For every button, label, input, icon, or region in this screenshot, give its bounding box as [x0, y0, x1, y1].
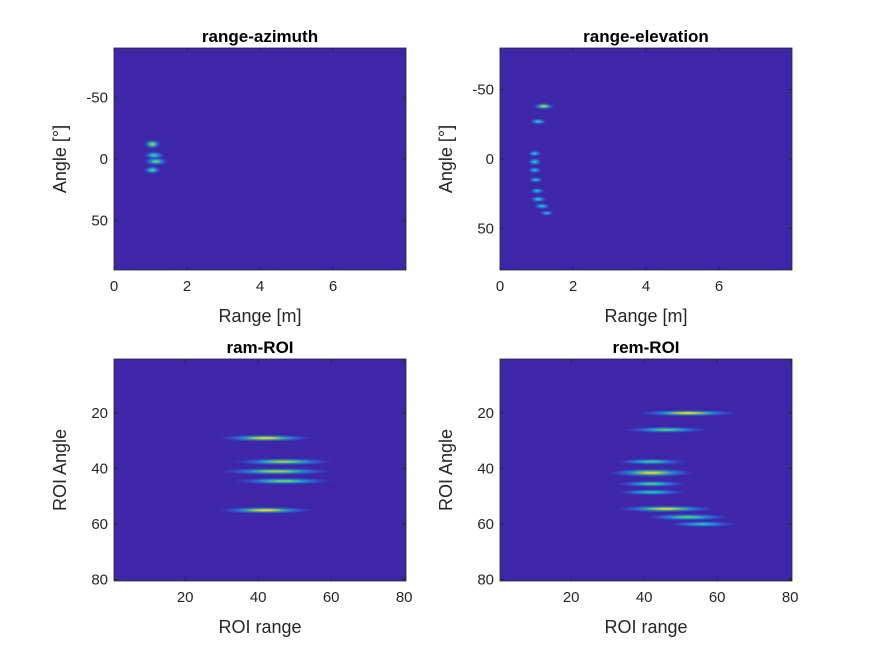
x-tick-label: 60: [323, 589, 340, 606]
heatmap-blob: [532, 102, 555, 110]
y-axis-label: ROI Angle: [50, 429, 70, 511]
plot-area: [500, 48, 792, 270]
chart-title: ram-ROI: [226, 338, 293, 357]
heatmap-blob: [607, 468, 696, 478]
heatmap-blobs: [607, 409, 740, 528]
heatmap-blob: [636, 409, 740, 417]
heatmap-blob: [622, 426, 710, 434]
panel-rem-roi: 20 40 60 80 20 40 60 80 rem-ROI ROI range ROI A…: [436, 338, 799, 637]
x-tick-label: 80: [396, 589, 413, 606]
heatmap-blob: [143, 139, 162, 150]
heatmap-blob: [218, 467, 335, 475]
panel-range-azimuth: 0 2 4 6 -50 0 50 range-azimuth Range [m] Angle…: [50, 27, 407, 326]
y-tick-label: 50: [91, 213, 108, 230]
heatmap-blobs: [218, 434, 335, 514]
heatmap-blob: [614, 480, 688, 488]
axes-box: [113, 358, 407, 582]
y-axis-label: ROI Angle: [436, 429, 456, 511]
heatmap-blob: [527, 166, 542, 174]
heatmap-blob: [527, 157, 542, 166]
x-tick-label: 60: [709, 589, 726, 606]
x-axis-label: ROI range: [218, 617, 301, 637]
x-tick-label: 6: [715, 278, 723, 295]
heatmap-blob: [218, 434, 313, 442]
chart-title: range-elevation: [583, 27, 709, 46]
heatmap-blob: [614, 488, 688, 496]
x-tick-label: 40: [250, 589, 267, 606]
y-tick-label: 80: [91, 572, 108, 589]
chart-title: range-azimuth: [202, 27, 318, 46]
heatmap-blob: [527, 176, 544, 184]
x-tick-label: 4: [256, 278, 264, 295]
y-tick-label: 0: [100, 151, 108, 168]
heatmap-blobs: [527, 102, 555, 217]
tick-marks: 0 2 4 6 -50 0 50: [86, 48, 406, 295]
x-axis-label: Range [m]: [218, 306, 301, 326]
x-tick-label: 80: [782, 589, 799, 606]
heatmap-blob: [538, 210, 555, 217]
x-tick-label: 2: [183, 278, 191, 295]
x-tick-label: 0: [110, 278, 118, 295]
chart-title: rem-ROI: [612, 338, 679, 357]
y-tick-label: 60: [477, 516, 494, 533]
y-tick-label: 20: [91, 405, 108, 422]
x-tick-label: 40: [636, 589, 653, 606]
tick-marks: 20 40 60 80 20 40 60 80: [477, 359, 799, 606]
y-tick-label: 80: [477, 572, 494, 589]
heatmap-blob: [532, 202, 552, 210]
y-tick-label: 20: [477, 405, 494, 422]
y-tick-label: 40: [91, 461, 108, 478]
heatmap-blobs: [143, 139, 169, 175]
heatmap-blob: [232, 458, 335, 466]
x-axis-label: Range [m]: [604, 306, 687, 326]
x-tick-label: 6: [329, 278, 337, 295]
y-tick-label: 50: [477, 220, 494, 237]
x-tick-label: 20: [563, 589, 580, 606]
axes-box: [499, 47, 793, 271]
x-axis-label: ROI range: [604, 617, 687, 637]
x-tick-label: 4: [642, 278, 650, 295]
x-tick-label: 2: [569, 278, 577, 295]
y-tick-label: -50: [472, 82, 494, 99]
panel-range-elevation: 0 2 4 6 -50 0 50 range-elevation Range [m] Ang…: [436, 27, 793, 326]
heatmap-blob: [527, 149, 542, 157]
x-tick-label: 0: [496, 278, 504, 295]
heatmap-blob: [529, 118, 548, 126]
heatmap-blob: [614, 458, 688, 466]
y-tick-label: 60: [91, 516, 108, 533]
y-tick-label: -50: [86, 89, 108, 106]
axes-box: [113, 47, 407, 271]
tick-marks: 20 40 60 80 20 40 60 80: [91, 359, 413, 606]
y-tick-label: 0: [486, 151, 494, 168]
heatmap-blob: [614, 505, 718, 513]
y-axis-label: Angle [°]: [50, 125, 70, 193]
x-tick-label: 20: [177, 589, 194, 606]
panel-ram-roi: 20 40 60 80 20 40 60 80 ram-ROI ROI range ROI A…: [50, 338, 413, 637]
tick-marks: 0 2 4 6 -50 0 50: [472, 48, 792, 295]
heatmap-blob: [232, 477, 335, 485]
heatmap-blob: [529, 195, 548, 203]
heatmap-blob: [143, 165, 162, 175]
y-tick-label: 40: [477, 461, 494, 478]
y-axis-label: Angle [°]: [436, 125, 456, 193]
heatmap-blob: [529, 187, 546, 195]
heatmap-blob: [644, 513, 732, 521]
heatmap-blob: [218, 506, 313, 514]
axes-box: [499, 358, 793, 582]
heatmap-blob: [143, 157, 169, 166]
heatmap-blob: [666, 520, 740, 528]
